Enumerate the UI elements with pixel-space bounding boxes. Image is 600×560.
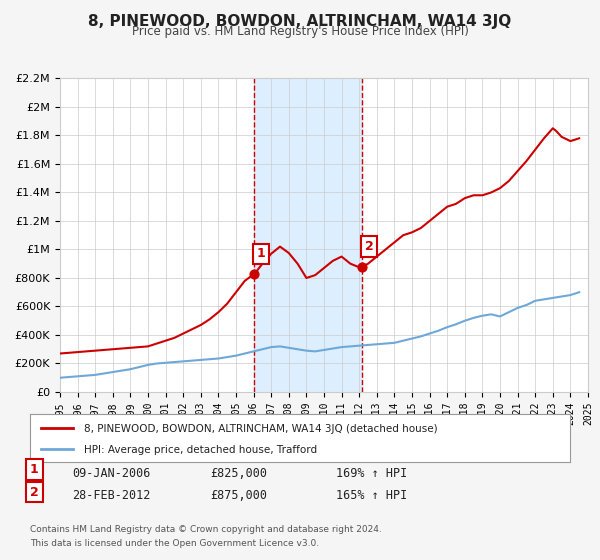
- Text: 1: 1: [257, 248, 266, 260]
- Text: Contains HM Land Registry data © Crown copyright and database right 2024.: Contains HM Land Registry data © Crown c…: [30, 525, 382, 534]
- Text: 8, PINEWOOD, BOWDON, ALTRINCHAM, WA14 3JQ (detached house): 8, PINEWOOD, BOWDON, ALTRINCHAM, WA14 3J…: [84, 424, 437, 433]
- Text: 2: 2: [30, 486, 39, 498]
- Text: 165% ↑ HPI: 165% ↑ HPI: [336, 489, 407, 502]
- Text: £825,000: £825,000: [210, 466, 267, 480]
- Bar: [254, 78, 362, 392]
- Point: [250, 270, 259, 279]
- Text: 2: 2: [365, 240, 373, 253]
- Text: £875,000: £875,000: [210, 489, 267, 502]
- Text: Price paid vs. HM Land Registry's House Price Index (HPI): Price paid vs. HM Land Registry's House …: [131, 25, 469, 38]
- Text: HPI: Average price, detached house, Trafford: HPI: Average price, detached house, Traf…: [84, 445, 317, 455]
- Text: This data is licensed under the Open Government Licence v3.0.: This data is licensed under the Open Gov…: [30, 539, 319, 548]
- Text: 09-JAN-2006: 09-JAN-2006: [72, 466, 151, 480]
- Text: 169% ↑ HPI: 169% ↑ HPI: [336, 466, 407, 480]
- Text: 8, PINEWOOD, BOWDON, ALTRINCHAM, WA14 3JQ: 8, PINEWOOD, BOWDON, ALTRINCHAM, WA14 3J…: [88, 14, 512, 29]
- Point: [357, 263, 367, 272]
- Text: 28-FEB-2012: 28-FEB-2012: [72, 489, 151, 502]
- Text: 1: 1: [30, 463, 39, 476]
